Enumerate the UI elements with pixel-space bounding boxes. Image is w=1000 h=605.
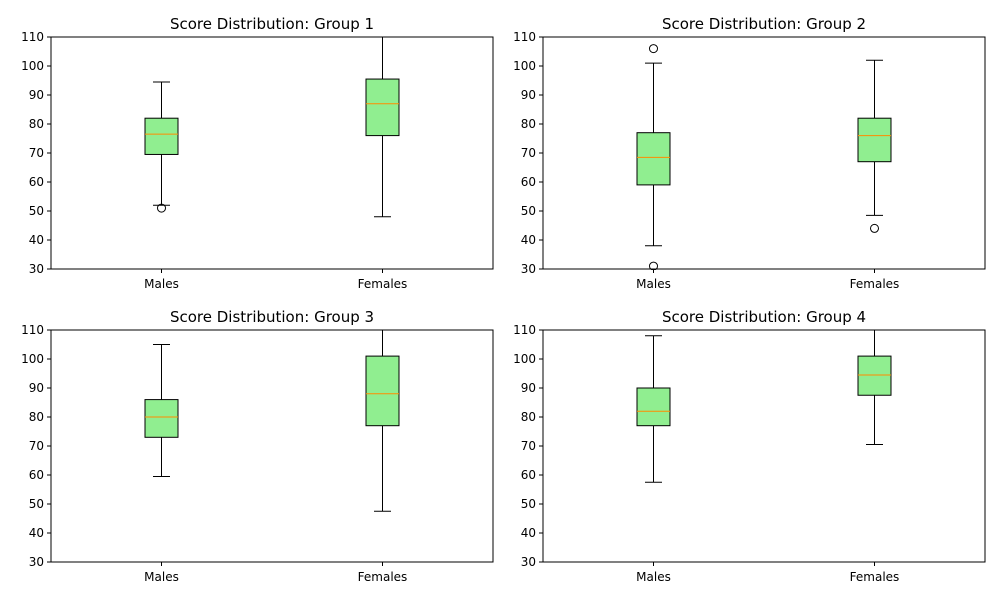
- y-tick-label: 70: [521, 146, 536, 160]
- y-tick-label: 80: [521, 117, 536, 131]
- iqr-box: [857, 117, 892, 163]
- box-females: [365, 36, 400, 218]
- iqr-box: [144, 117, 179, 155]
- y-tick-label: 40: [521, 233, 536, 247]
- axes-frame: [50, 329, 494, 563]
- iqr-box: [365, 355, 400, 427]
- subplot-group-4: Score Distribution: Group 4 30 40 50 60 70 80 9…: [513, 308, 986, 584]
- y-tick-label: 30: [29, 555, 44, 569]
- y-tick-label: 50: [521, 497, 536, 511]
- y-tick-label: 40: [29, 233, 44, 247]
- subplot-group-3: Score Distribution: Group 3 30 40 50 60 70 80 9…: [21, 308, 494, 584]
- y-tick-label: 100: [513, 352, 536, 366]
- boxes-layer: [144, 36, 400, 218]
- y-tick-label: 60: [29, 175, 44, 189]
- y-tick-label: 80: [29, 410, 44, 424]
- y-tick-label: 90: [521, 381, 536, 395]
- y-tick-label: 110: [513, 323, 536, 337]
- outlier-point: [157, 203, 166, 213]
- subplot-title: Score Distribution: Group 3: [170, 308, 374, 326]
- iqr-box: [636, 387, 671, 427]
- y-tick-label: 110: [21, 323, 44, 337]
- y-tick-label: 70: [29, 439, 44, 453]
- y-tick-label: 90: [29, 381, 44, 395]
- y-tick-label: 30: [29, 262, 44, 276]
- iqr-box: [144, 399, 179, 438]
- subplot-title: Score Distribution: Group 2: [662, 15, 866, 33]
- subplot-group-2: Score Distribution: Group 2 30 40 50 60 70 80 9…: [513, 15, 986, 291]
- axes-frame: [542, 36, 986, 270]
- y-tick-label: 70: [521, 439, 536, 453]
- y-tick-label: 50: [29, 204, 44, 218]
- outlier-point: [870, 223, 879, 233]
- y-tick-label: 40: [29, 526, 44, 540]
- x-tick-label: Females: [358, 570, 408, 584]
- outlier-point: [649, 44, 658, 54]
- box-males: [636, 44, 671, 270]
- subplot-title: Score Distribution: Group 4: [662, 308, 866, 326]
- box-females: [365, 329, 400, 512]
- subplot-title: Score Distribution: Group 1: [170, 15, 374, 33]
- boxes-layer: [636, 44, 892, 270]
- iqr-box: [636, 132, 671, 186]
- y-tick-label: 110: [513, 30, 536, 44]
- box-males: [636, 335, 671, 483]
- y-tick-label: 100: [513, 59, 536, 73]
- y-tick-label: 30: [521, 262, 536, 276]
- y-tick-label: 70: [29, 146, 44, 160]
- x-tick-label: Females: [850, 277, 900, 291]
- y-tick-label: 90: [29, 88, 44, 102]
- outlier-point: [649, 261, 658, 270]
- box-females: [857, 59, 892, 233]
- y-tick-label: 40: [521, 526, 536, 540]
- y-tick-label: 60: [521, 175, 536, 189]
- box-males: [144, 344, 179, 477]
- y-tick-label: 110: [21, 30, 44, 44]
- iqr-box: [365, 78, 400, 137]
- boxes-layer: [636, 329, 892, 483]
- x-tick-label: Males: [636, 277, 671, 291]
- axes-frame: [542, 329, 986, 563]
- y-tick-label: 100: [21, 352, 44, 366]
- y-tick-label: 80: [521, 410, 536, 424]
- box-females: [857, 329, 892, 446]
- subplot-group-1: Score Distribution: Group 1 30 40 50 60 70 80 9…: [21, 15, 494, 291]
- boxes-layer: [144, 329, 400, 512]
- y-tick-label: 90: [521, 88, 536, 102]
- y-tick-label: 60: [29, 468, 44, 482]
- x-tick-label: Males: [636, 570, 671, 584]
- y-tick-label: 50: [29, 497, 44, 511]
- x-tick-label: Females: [358, 277, 408, 291]
- x-tick-label: Females: [850, 570, 900, 584]
- y-tick-label: 30: [521, 555, 536, 569]
- x-tick-label: Males: [144, 570, 179, 584]
- iqr-box: [857, 355, 892, 396]
- y-tick-label: 80: [29, 117, 44, 131]
- x-tick-label: Males: [144, 277, 179, 291]
- y-tick-label: 50: [521, 204, 536, 218]
- axes-frame: [50, 36, 494, 270]
- box-males: [144, 81, 179, 213]
- y-tick-label: 100: [21, 59, 44, 73]
- y-tick-label: 60: [521, 468, 536, 482]
